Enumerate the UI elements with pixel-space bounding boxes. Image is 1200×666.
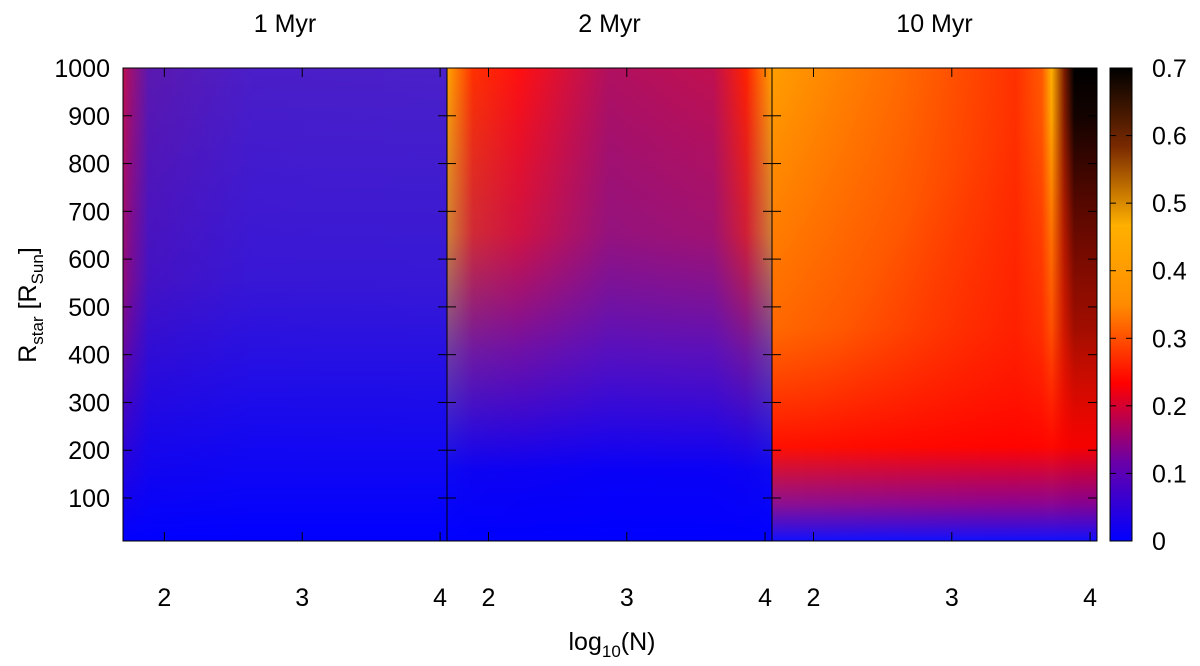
colorbar-tick-label: 0.5 — [1152, 190, 1187, 218]
colorbar-tick-label: 0.1 — [1152, 460, 1187, 488]
y-tick-label: 700 — [68, 198, 110, 226]
heatmap-panel — [446, 67, 773, 542]
x-tick-label: 4 — [1083, 584, 1097, 612]
heatmap-field — [447, 68, 772, 541]
y-axis-label: Rstar [RSun] — [14, 247, 47, 363]
heatmap-field — [123, 68, 447, 541]
heatmap-panels — [122, 67, 1098, 542]
colorbar-scale — [1109, 67, 1133, 542]
x-tick-label: 4 — [758, 584, 772, 612]
y-tick-label: 200 — [68, 437, 110, 465]
x-tick-label: 2 — [157, 584, 171, 612]
colorbar-tick-label: 0.2 — [1152, 393, 1187, 421]
x-tick-labels: 2 3 4 2 3 4 2 3 4 — [157, 584, 1097, 612]
y-tick-label: 800 — [68, 151, 110, 179]
x-tick-label: 3 — [295, 584, 309, 612]
colorbar: 0 0.1 0.2 0.3 0.4 0.5 0.6 0.7 — [1109, 55, 1187, 556]
y-tick-label: 600 — [68, 246, 110, 274]
x-tick-label: 3 — [620, 584, 634, 612]
y-tick-labels: 100 200 300 400 500 600 700 800 900 1000 — [54, 55, 110, 513]
colorbar-tick-label: 0.7 — [1152, 55, 1187, 83]
panel-title: 1 Myr — [254, 10, 317, 38]
y-tick-label: 900 — [68, 103, 110, 131]
x-tick-label: 2 — [482, 584, 496, 612]
panel-titles: 1 Myr 2 Myr 10 Myr — [254, 10, 973, 38]
y-tick-label: 100 — [68, 485, 110, 513]
y-tick-label: 400 — [68, 342, 110, 370]
y-tick-label: 500 — [68, 294, 110, 322]
x-tick-label: 2 — [807, 584, 821, 612]
heatmap-field — [772, 68, 1097, 541]
colorbar-tick-label: 0 — [1152, 528, 1166, 556]
panel-frame — [771, 67, 1098, 542]
y-tick-label: 300 — [68, 389, 110, 417]
x-tick-label: 4 — [433, 584, 447, 612]
colorbar-tick-label: 0.6 — [1152, 123, 1187, 151]
y-tick-label: 1000 — [54, 55, 110, 83]
panel-title: 2 Myr — [578, 10, 641, 38]
heatmap-panel — [122, 67, 448, 542]
panel-title: 10 Myr — [896, 10, 972, 38]
colorbar-tick-label: 0.3 — [1152, 325, 1187, 353]
colorbar-tick-label: 0.4 — [1152, 258, 1187, 286]
x-tick-label: 3 — [945, 584, 959, 612]
x-axis-label: log10(N) — [568, 628, 655, 661]
heatmap-panel — [771, 67, 1098, 542]
